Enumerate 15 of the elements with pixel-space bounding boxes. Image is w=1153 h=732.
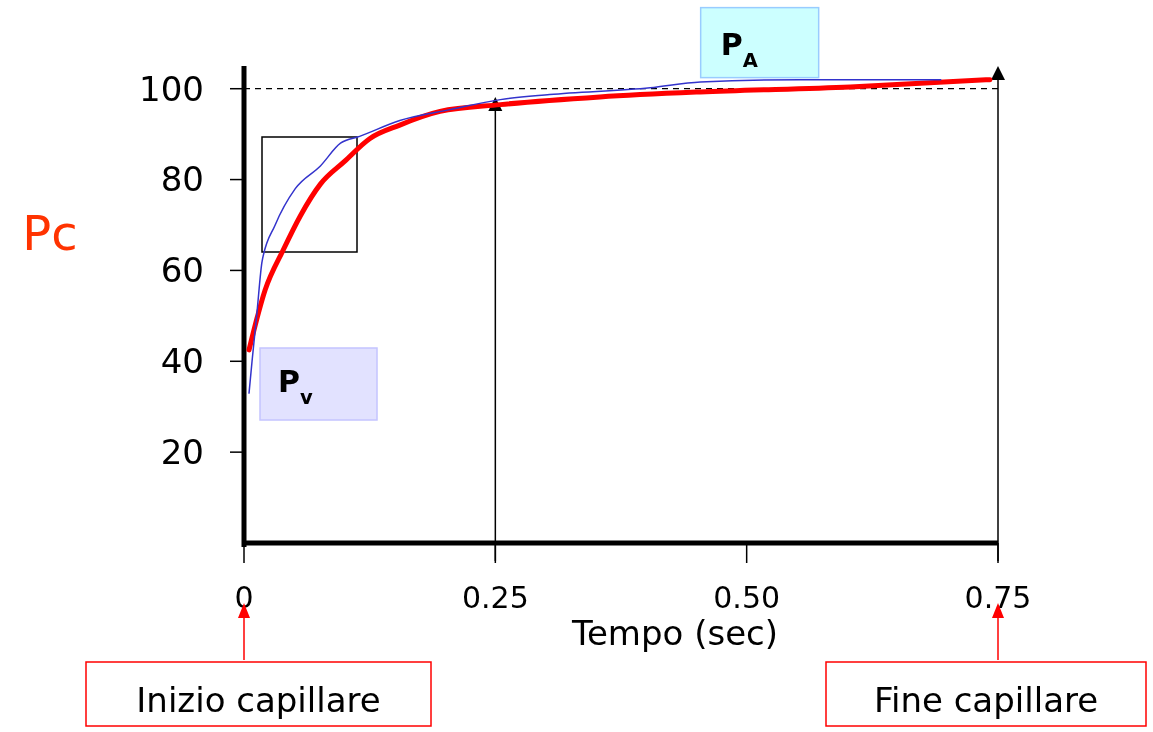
y-tick-label: 60 — [160, 250, 204, 291]
y-tick-label: 40 — [160, 341, 204, 382]
annotation: P$_{A}$ — [720, 26, 758, 72]
text: Inizio capillare — [136, 680, 381, 720]
y-tick-label: 20 — [160, 432, 204, 473]
y-tick-label: 100 — [139, 68, 204, 109]
x-tick-label: 0.50 — [713, 580, 781, 615]
x-tick-label: 0.75 — [964, 580, 1032, 615]
text: Fine capillare — [873, 680, 1099, 720]
x-tick-label: 0.25 — [461, 580, 529, 615]
x-axis-title: Tempo (sec) — [570, 613, 779, 653]
x-tick-label: 0 — [234, 580, 254, 615]
annotation: P$_{v}$ — [278, 364, 313, 409]
y-axis-title: Pc — [22, 205, 78, 261]
y-tick-label: 80 — [160, 159, 204, 200]
